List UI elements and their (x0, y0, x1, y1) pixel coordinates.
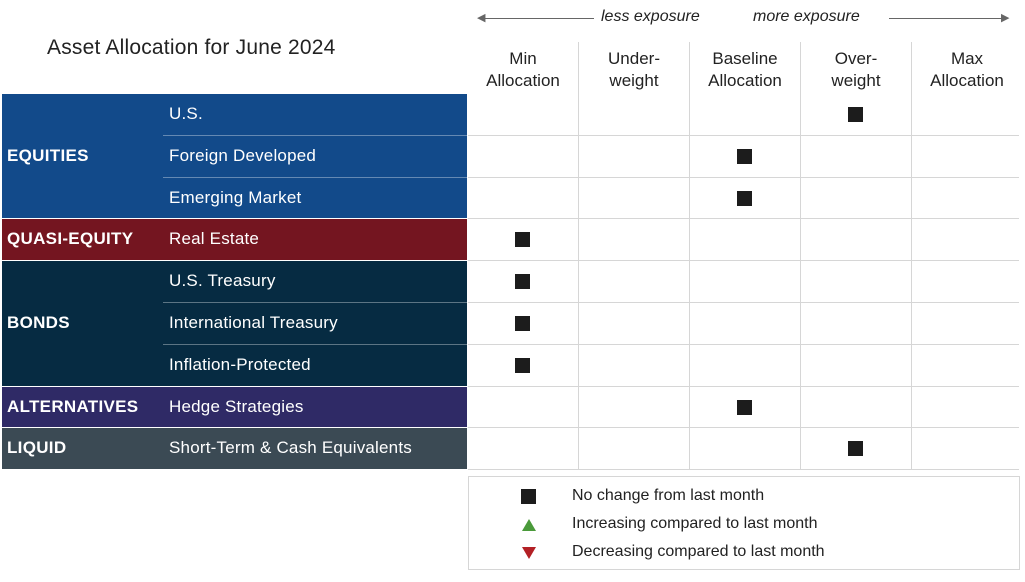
grid-vline (911, 42, 912, 471)
grid-hline (468, 469, 1019, 471)
asset-label: Inflation-Protected (169, 354, 311, 374)
column-header-line: Under- (608, 49, 660, 68)
allocation-marker (736, 148, 752, 164)
column-header: Max Allocation (912, 48, 1022, 92)
asset-label: Short-Term & Cash Equivalents (169, 438, 412, 458)
column-header: Under-weight (579, 48, 689, 92)
grid-hline (468, 176, 1019, 178)
allocation-marker (847, 106, 863, 122)
subcategory-divider (163, 343, 467, 345)
subcategory-divider (163, 176, 467, 178)
category-liquid (2, 428, 467, 470)
legend-text: Decreasing compared to last month (572, 543, 825, 560)
column-header-line: Baseline (712, 49, 778, 68)
legend-text: No change from last month (572, 487, 765, 504)
grid-hline (468, 218, 1019, 220)
asset-label: Emerging Market (169, 187, 302, 207)
grid-hline (468, 385, 1019, 387)
grid-vline (689, 42, 690, 471)
legend-item-decreasing: Decreasing compared to last month (469, 539, 1019, 567)
category-alternatives (2, 386, 467, 428)
column-header-line: Allocation (708, 71, 782, 90)
allocation-marker (847, 441, 863, 457)
allocation-marker (514, 315, 530, 331)
category-label: EQUITIES (7, 145, 89, 165)
less-exposure-label: less exposure (601, 8, 700, 25)
grid-hline (468, 427, 1019, 429)
grid-hline (468, 302, 1019, 303)
chart-title: Asset Allocation for June 2024 (47, 36, 336, 59)
column-header-line: Over- (834, 49, 878, 68)
triangle-up-icon (522, 519, 536, 531)
right-arrow-line (889, 18, 1002, 19)
left-arrow-icon: ◀ (477, 12, 486, 24)
category-label: QUASI-EQUITY (7, 229, 134, 249)
more-exposure-label: more exposure (753, 8, 860, 25)
allocation-marker (736, 399, 752, 415)
legend-item-increasing: Increasing compared to last month (469, 511, 1019, 539)
asset-label: U.S. Treasury (169, 271, 276, 291)
grid-hline (468, 134, 1019, 136)
left-arrow-line (484, 18, 594, 19)
subcategory-divider (163, 134, 467, 136)
legend-item-no-change: No change from last month (469, 483, 1019, 511)
allocation-marker (736, 190, 752, 206)
category-equities (2, 94, 467, 219)
grid-hline (468, 260, 1019, 262)
asset-label: International Treasury (169, 312, 338, 332)
asset-label: Foreign Developed (169, 145, 317, 165)
grid-vline (800, 42, 801, 471)
square-icon (521, 489, 536, 504)
legend-text: Increasing compared to last month (572, 515, 818, 532)
category-bonds (2, 261, 467, 386)
allocation-marker (514, 274, 530, 290)
column-header-line: Min (509, 49, 537, 68)
column-header-line: Allocation (486, 71, 560, 90)
category-label: BONDS (7, 312, 70, 332)
asset-label: Real Estate (169, 229, 260, 249)
grid-hline (468, 343, 1019, 345)
asset-label: Hedge Strategies (169, 396, 304, 416)
column-header: Over-weight (801, 48, 911, 92)
column-header-line: Allocation (930, 71, 1004, 90)
subcategory-divider (163, 302, 467, 303)
grid-vline (578, 42, 579, 471)
allocation-marker (514, 232, 530, 248)
column-header-line: Max (950, 49, 984, 68)
triangle-down-icon (522, 547, 536, 559)
category-label: ALTERNATIVES (7, 396, 139, 416)
column-header-line: weight (831, 71, 881, 90)
column-header-line: weight (609, 71, 659, 90)
column-header: Baseline Allocation (690, 48, 800, 92)
right-arrow-icon: ▶ (1001, 12, 1010, 24)
category-label: LIQUID (7, 438, 67, 458)
legend: No change from last month Increasing com… (468, 476, 1020, 570)
category-quasi-equity (2, 219, 467, 261)
allocation-marker (514, 357, 530, 373)
asset-label: U.S. (169, 103, 203, 123)
column-header: Min Allocation (468, 48, 578, 92)
